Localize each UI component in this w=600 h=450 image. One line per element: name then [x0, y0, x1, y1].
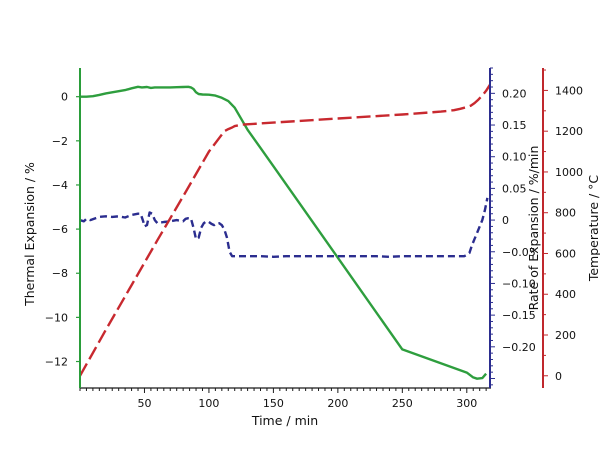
- series-line-thermal-expansion: [80, 85, 488, 380]
- y-tick-label-temperature: 400: [555, 288, 576, 301]
- y-axis-title-expansion: Thermal Expansion / %: [22, 162, 37, 307]
- y-tick-label-expansion: −6: [52, 223, 68, 236]
- y-tick-label-rate: −0.10: [502, 277, 536, 290]
- y-tick-label-expansion: −12: [45, 356, 68, 369]
- y-axis-title-rate: Rate of Expansion / %/min: [526, 146, 541, 311]
- x-tick-label: 50: [137, 397, 151, 410]
- y-tick-label-rate: 0: [502, 214, 509, 227]
- y-tick-label-rate: −0.20: [502, 341, 536, 354]
- x-tick-label: 250: [392, 397, 413, 410]
- y-tick-label-temperature: 1000: [555, 166, 583, 179]
- axes-layer: 50 100 150 200 250 300 Time / min 0 −2 −4 −6 −8 −10 −…: [22, 67, 600, 428]
- y-tick-label-rate: 0.15: [502, 119, 527, 132]
- series-layer: [78, 84, 492, 380]
- y-tick-label-temperature: 200: [555, 329, 576, 342]
- y-tick-label-expansion: −2: [52, 135, 68, 148]
- y-tick-label-rate: 0.05: [502, 182, 527, 195]
- x-axis-title: Time / min: [251, 413, 318, 428]
- y-tick-label-temperature: 600: [555, 247, 576, 260]
- series-line-rate-of-expansion: [79, 197, 489, 258]
- x-tick-label: 200: [327, 397, 348, 410]
- x-tick-label: 100: [198, 397, 219, 410]
- y-tick-label-expansion: 0: [61, 91, 68, 104]
- y-tick-label-expansion: −4: [52, 179, 68, 192]
- y-tick-label-expansion: −8: [52, 267, 68, 280]
- x-tick-label: 150: [263, 397, 284, 410]
- y-tick-label-temperature: 1200: [555, 125, 583, 138]
- y-tick-label-temperature: 1400: [555, 84, 583, 97]
- series-line-temperature: [78, 84, 492, 377]
- y-tick-label-rate: 0.20: [502, 87, 527, 100]
- y-tick-label-rate: −0.15: [502, 309, 536, 322]
- y-axis-title-temperature: Temperature / °C: [586, 175, 600, 283]
- y-tick-label-rate: 0.10: [502, 151, 527, 164]
- y-tick-label-rate: −0.05: [502, 246, 536, 259]
- x-tick-label: 300: [456, 397, 477, 410]
- y-tick-label-temperature: 800: [555, 207, 576, 220]
- y-tick-label-temperature: 0: [555, 370, 562, 383]
- y-tick-label-expansion: −10: [45, 311, 68, 324]
